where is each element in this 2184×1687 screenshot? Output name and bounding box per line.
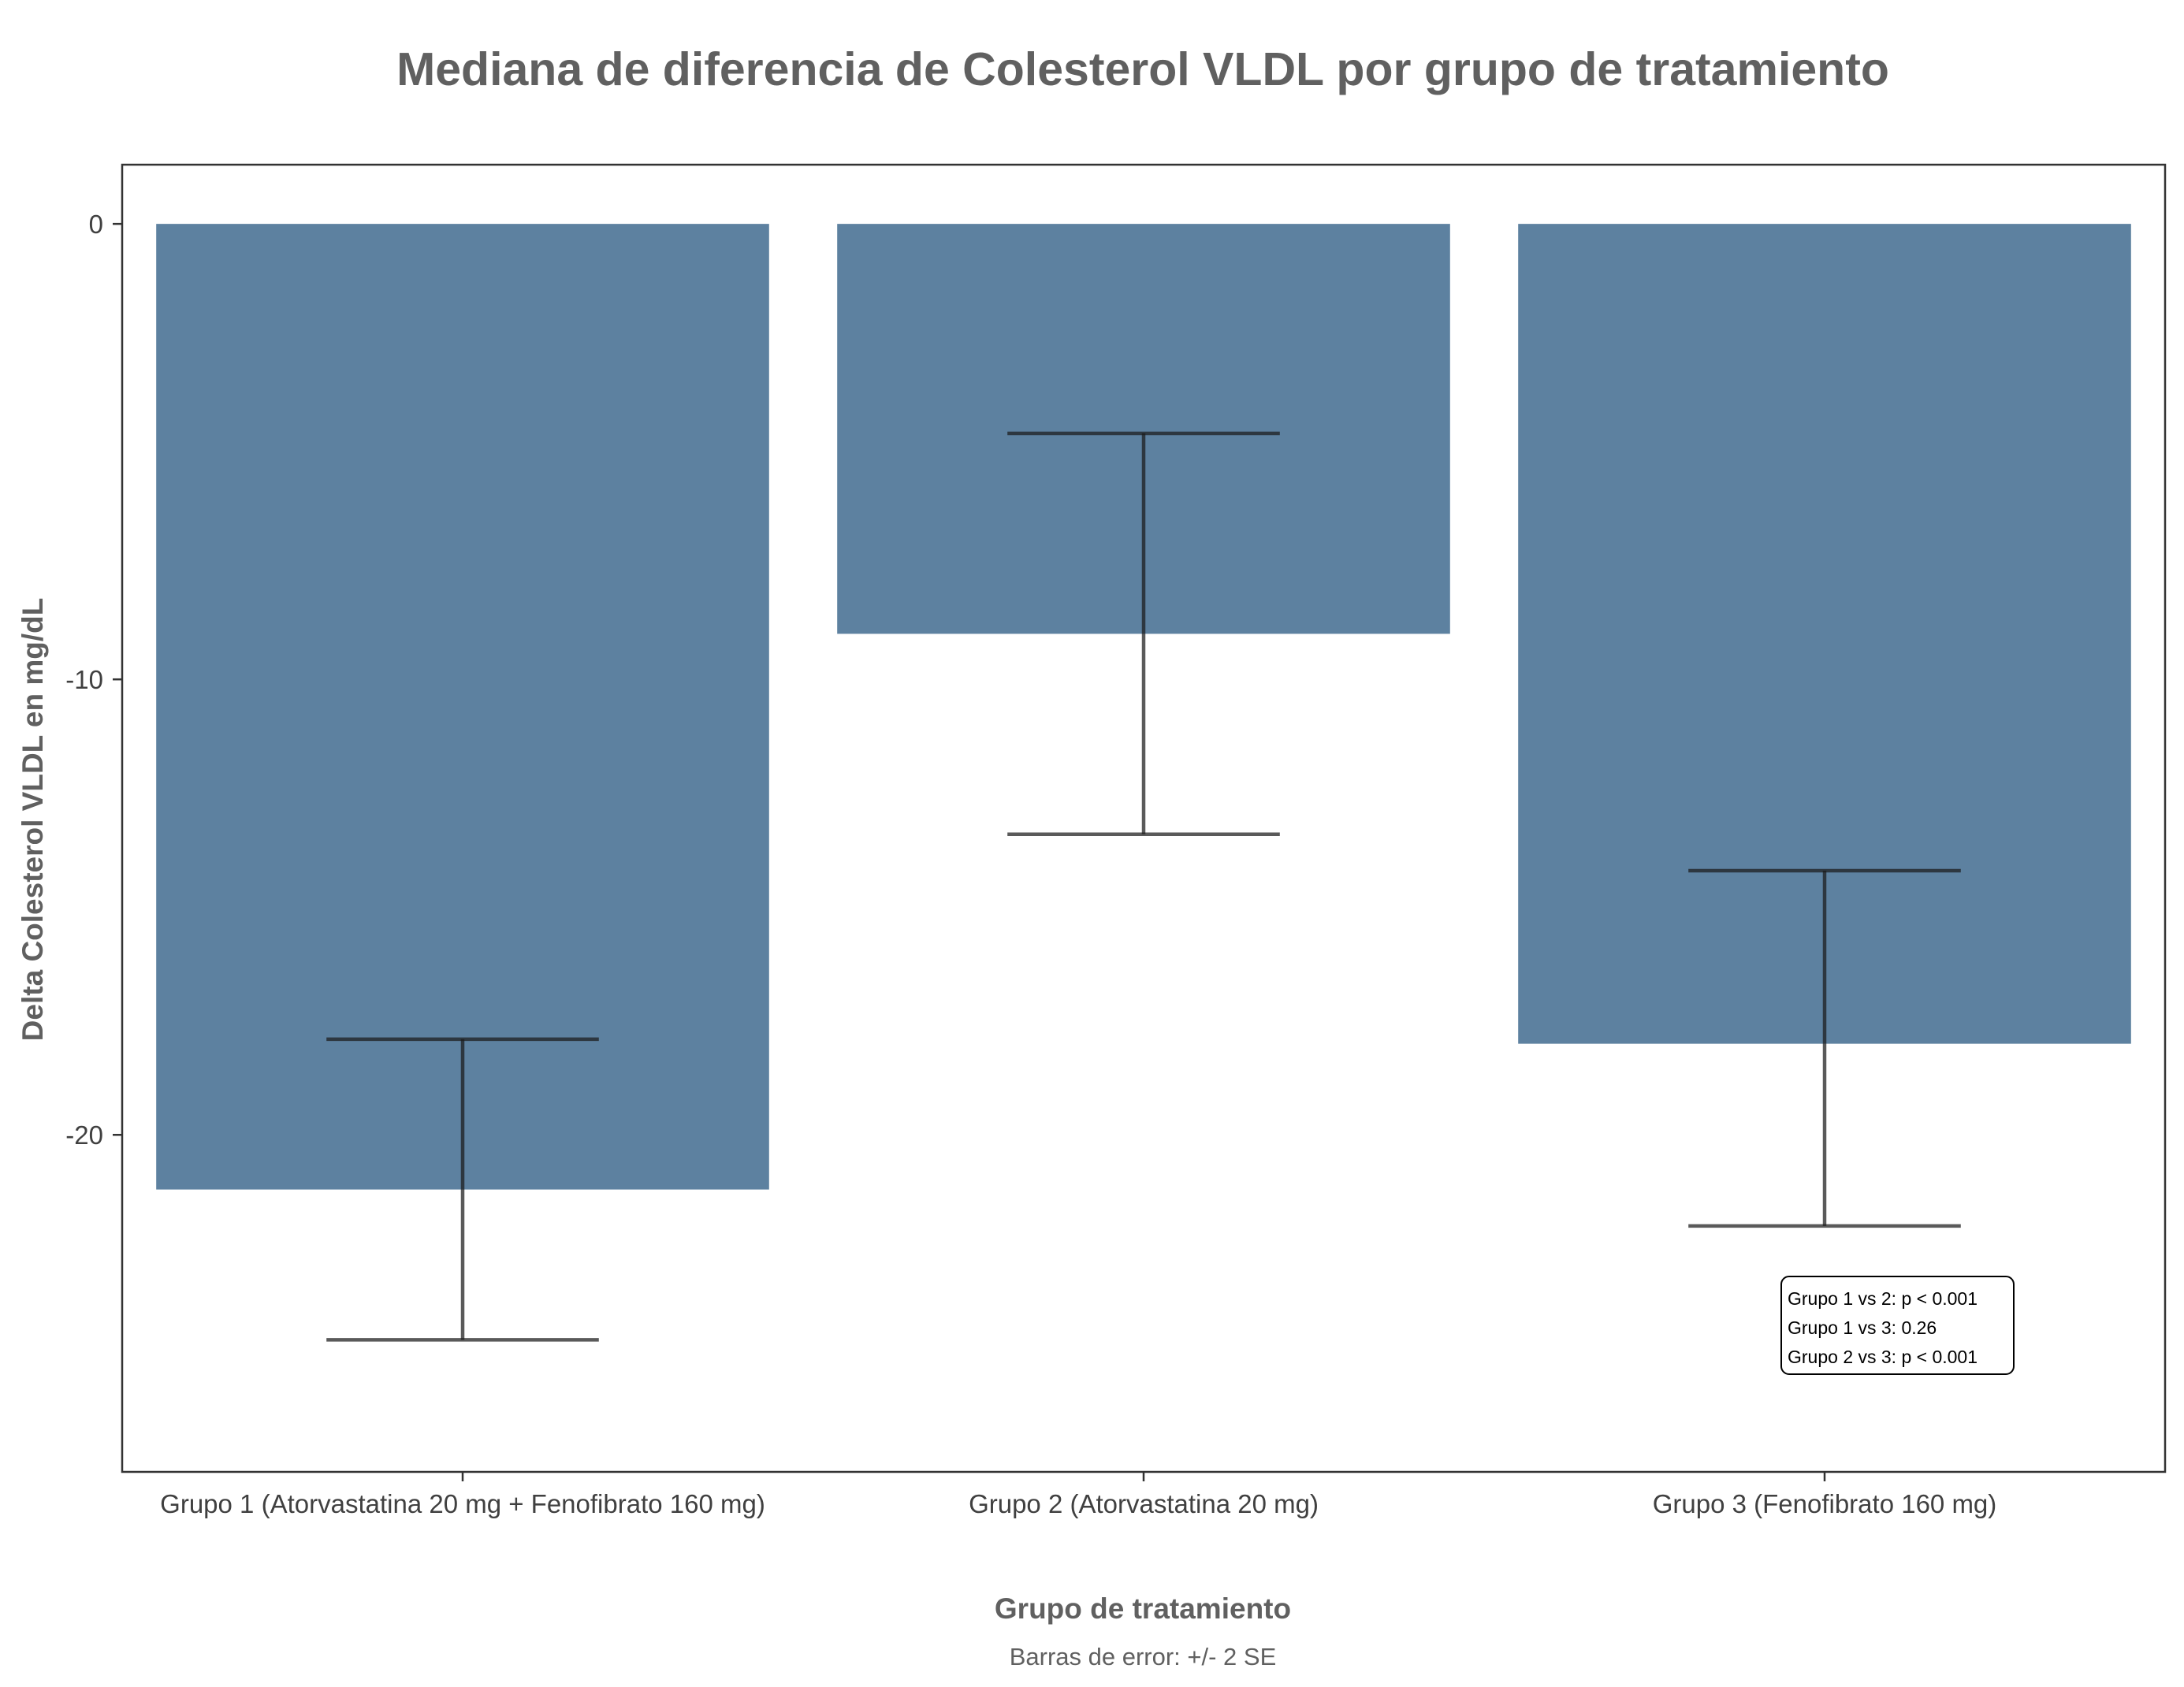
bar-1 — [156, 224, 769, 1190]
annotation-line-1: Grupo 1 vs 2: p < 0.001 — [1788, 1288, 1978, 1309]
y-axis-title: Delta Colesterol VLDL en mg/dL — [17, 598, 49, 1042]
x-tick-label: Grupo 2 (Atorvastatina 20 mg) — [969, 1489, 1319, 1518]
y-tick-label: -10 — [65, 665, 103, 694]
plot-area: 0 -10 -20 Grupo 1 (Atorvastatina 20 mg + Fe… — [65, 163, 2167, 1518]
y-tick-label: 0 — [89, 210, 103, 239]
y-tick-label: -20 — [65, 1120, 103, 1150]
annotation-line-2: Grupo 1 vs 3: 0.26 — [1788, 1317, 1937, 1338]
annotation-box — [1780, 1276, 2015, 1375]
chart-title: Mediana de diferencia de Colesterol VLDL… — [396, 43, 1889, 95]
x-tick-label: Grupo 1 (Atorvastatina 20 mg + Fenofibra… — [160, 1489, 765, 1518]
annotation-line-3: Grupo 2 vs 3: p < 0.001 — [1788, 1347, 1978, 1367]
x-tick-label: Grupo 3 (Fenofibrato 160 mg) — [1653, 1489, 1997, 1518]
chart-caption: Barras de error: +/- 2 SE — [1010, 1643, 1277, 1670]
x-axis-title: Grupo de tratamiento — [995, 1592, 1291, 1625]
